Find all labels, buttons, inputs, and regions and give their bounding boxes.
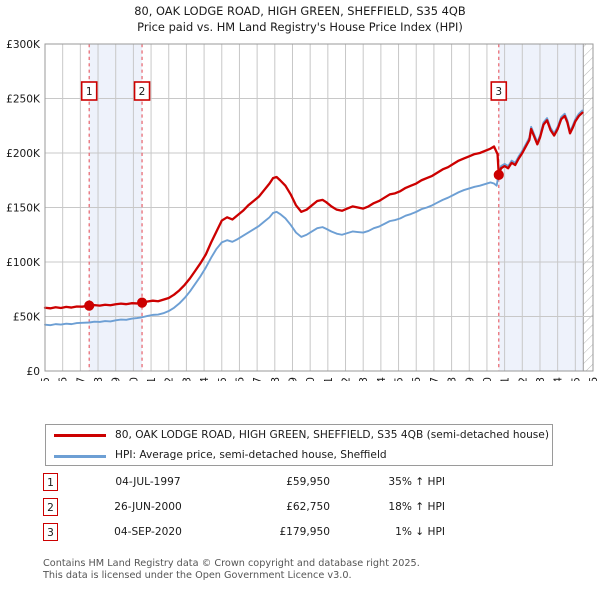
svg-text:2005: 2005 bbox=[217, 377, 229, 381]
legend-label-hpi: HPI: Average price, semi-detached house,… bbox=[115, 449, 387, 461]
status-badge: 2 bbox=[43, 498, 58, 516]
table-row: 3 04-SEP-2020 £179,950 1% ↓ HPI bbox=[40, 522, 560, 547]
svg-text:2016: 2016 bbox=[411, 377, 423, 381]
svg-text:2026: 2026 bbox=[588, 377, 600, 381]
svg-text:2024: 2024 bbox=[553, 377, 565, 381]
svg-text:3: 3 bbox=[495, 86, 502, 98]
svg-text:2025: 2025 bbox=[570, 377, 582, 381]
svg-text:2015: 2015 bbox=[394, 377, 406, 381]
series-property-line bbox=[43, 111, 584, 310]
svg-text:£250K: £250K bbox=[6, 93, 41, 105]
legend-item-property: 80, OAK LODGE ROAD, HIGH GREEN, SHEFFIEL… bbox=[46, 425, 552, 446]
transaction-price: £179,950 bbox=[279, 526, 330, 538]
svg-text:2009: 2009 bbox=[287, 377, 299, 381]
status-badge: 3 bbox=[43, 523, 58, 541]
svg-text:2023: 2023 bbox=[535, 377, 547, 381]
status-badge: 1 bbox=[43, 473, 58, 491]
title-line-address: 80, OAK LODGE ROAD, HIGH GREEN, SHEFFIEL… bbox=[134, 4, 466, 18]
svg-text:2006: 2006 bbox=[234, 377, 246, 381]
svg-text:2007: 2007 bbox=[252, 377, 264, 381]
svg-text:1996: 1996 bbox=[58, 377, 70, 381]
svg-text:2: 2 bbox=[139, 86, 146, 98]
svg-text:2011: 2011 bbox=[323, 377, 335, 381]
legend-label-property: 80, OAK LODGE ROAD, HIGH GREEN, SHEFFIEL… bbox=[115, 429, 549, 441]
svg-text:2022: 2022 bbox=[517, 377, 529, 381]
transaction-hpi-delta: 18% ↑ HPI bbox=[388, 501, 445, 513]
svg-text:£100K: £100K bbox=[6, 257, 41, 269]
transaction-price: £59,950 bbox=[286, 476, 330, 488]
footer-attribution: Contains HM Land Registry data © Crown c… bbox=[43, 558, 573, 581]
transaction-date: 26-JUN-2000 bbox=[114, 501, 182, 513]
page-title: 80, OAK LODGE ROAD, HIGH GREEN, SHEFFIEL… bbox=[0, 3, 600, 35]
svg-text:1: 1 bbox=[86, 86, 93, 98]
svg-text:£300K: £300K bbox=[6, 39, 41, 51]
svg-text:1999: 1999 bbox=[111, 377, 123, 381]
table-row: 1 04-JUL-1997 £59,950 35% ↑ HPI bbox=[40, 472, 560, 497]
title-line-subtitle: Price paid vs. HM Land Registry's House … bbox=[137, 20, 463, 34]
svg-text:£50K: £50K bbox=[13, 311, 41, 323]
transaction-price: £62,750 bbox=[286, 501, 330, 513]
x-axis-labels: 1995 1996 1997 1998 1999 2000 2001 2002 2003 2004… bbox=[40, 377, 600, 381]
svg-text:2020: 2020 bbox=[482, 377, 494, 381]
transaction-hpi-delta: 35% ↑ HPI bbox=[388, 476, 445, 488]
chart-canvas: £0 £50K £100K £150K £200K £250K £300K 1995 1996… bbox=[6, 39, 600, 381]
svg-text:£0: £0 bbox=[27, 366, 41, 378]
svg-text:2018: 2018 bbox=[447, 377, 459, 381]
svg-text:2021: 2021 bbox=[500, 377, 512, 381]
svg-text:2001: 2001 bbox=[146, 377, 158, 381]
svg-text:2012: 2012 bbox=[341, 377, 353, 381]
chart-legend: 80, OAK LODGE ROAD, HIGH GREEN, SHEFFIEL… bbox=[45, 424, 553, 466]
svg-text:2003: 2003 bbox=[181, 377, 193, 381]
plot-frame bbox=[44, 43, 594, 372]
y-axis-labels: £0 £50K £100K £150K £200K £250K £300K bbox=[6, 39, 41, 378]
svg-text:1995: 1995 bbox=[40, 377, 52, 381]
transactions-table: 1 04-JUL-1997 £59,950 35% ↑ HPI 2 26-JUN… bbox=[40, 472, 560, 547]
transaction-date: 04-SEP-2020 bbox=[114, 526, 182, 538]
transaction-hpi-delta: 1% ↓ HPI bbox=[395, 526, 445, 538]
svg-text:£150K: £150K bbox=[6, 202, 41, 214]
marker-number-boxes: 1 2 3 bbox=[80, 81, 508, 101]
svg-text:2019: 2019 bbox=[464, 377, 476, 381]
svg-text:£200K: £200K bbox=[6, 148, 41, 160]
svg-text:1997: 1997 bbox=[75, 377, 87, 381]
svg-text:1998: 1998 bbox=[93, 377, 105, 381]
footer-line-licence: This data is licensed under the Open Gov… bbox=[43, 569, 352, 581]
legend-item-hpi: HPI: Average price, semi-detached house,… bbox=[46, 445, 552, 466]
svg-text:2004: 2004 bbox=[199, 377, 211, 381]
table-row: 2 26-JUN-2000 £62,750 18% ↑ HPI bbox=[40, 497, 560, 522]
svg-text:2008: 2008 bbox=[270, 377, 282, 381]
transaction-point-markers bbox=[84, 169, 504, 311]
transaction-date: 04-JUL-1997 bbox=[115, 476, 181, 488]
svg-text:2013: 2013 bbox=[358, 377, 370, 381]
footer-line-copyright: Contains HM Land Registry data © Crown c… bbox=[43, 558, 420, 569]
svg-text:2000: 2000 bbox=[128, 377, 140, 381]
svg-text:2017: 2017 bbox=[429, 377, 441, 381]
legend-swatch-hpi-icon bbox=[54, 455, 106, 458]
svg-text:2010: 2010 bbox=[305, 377, 317, 381]
price-history-chart: £0 £50K £100K £150K £200K £250K £300K 1995 1996… bbox=[0, 36, 600, 381]
legend-swatch-property-icon bbox=[54, 434, 106, 437]
svg-text:2014: 2014 bbox=[376, 377, 388, 381]
svg-text:2002: 2002 bbox=[164, 377, 176, 381]
